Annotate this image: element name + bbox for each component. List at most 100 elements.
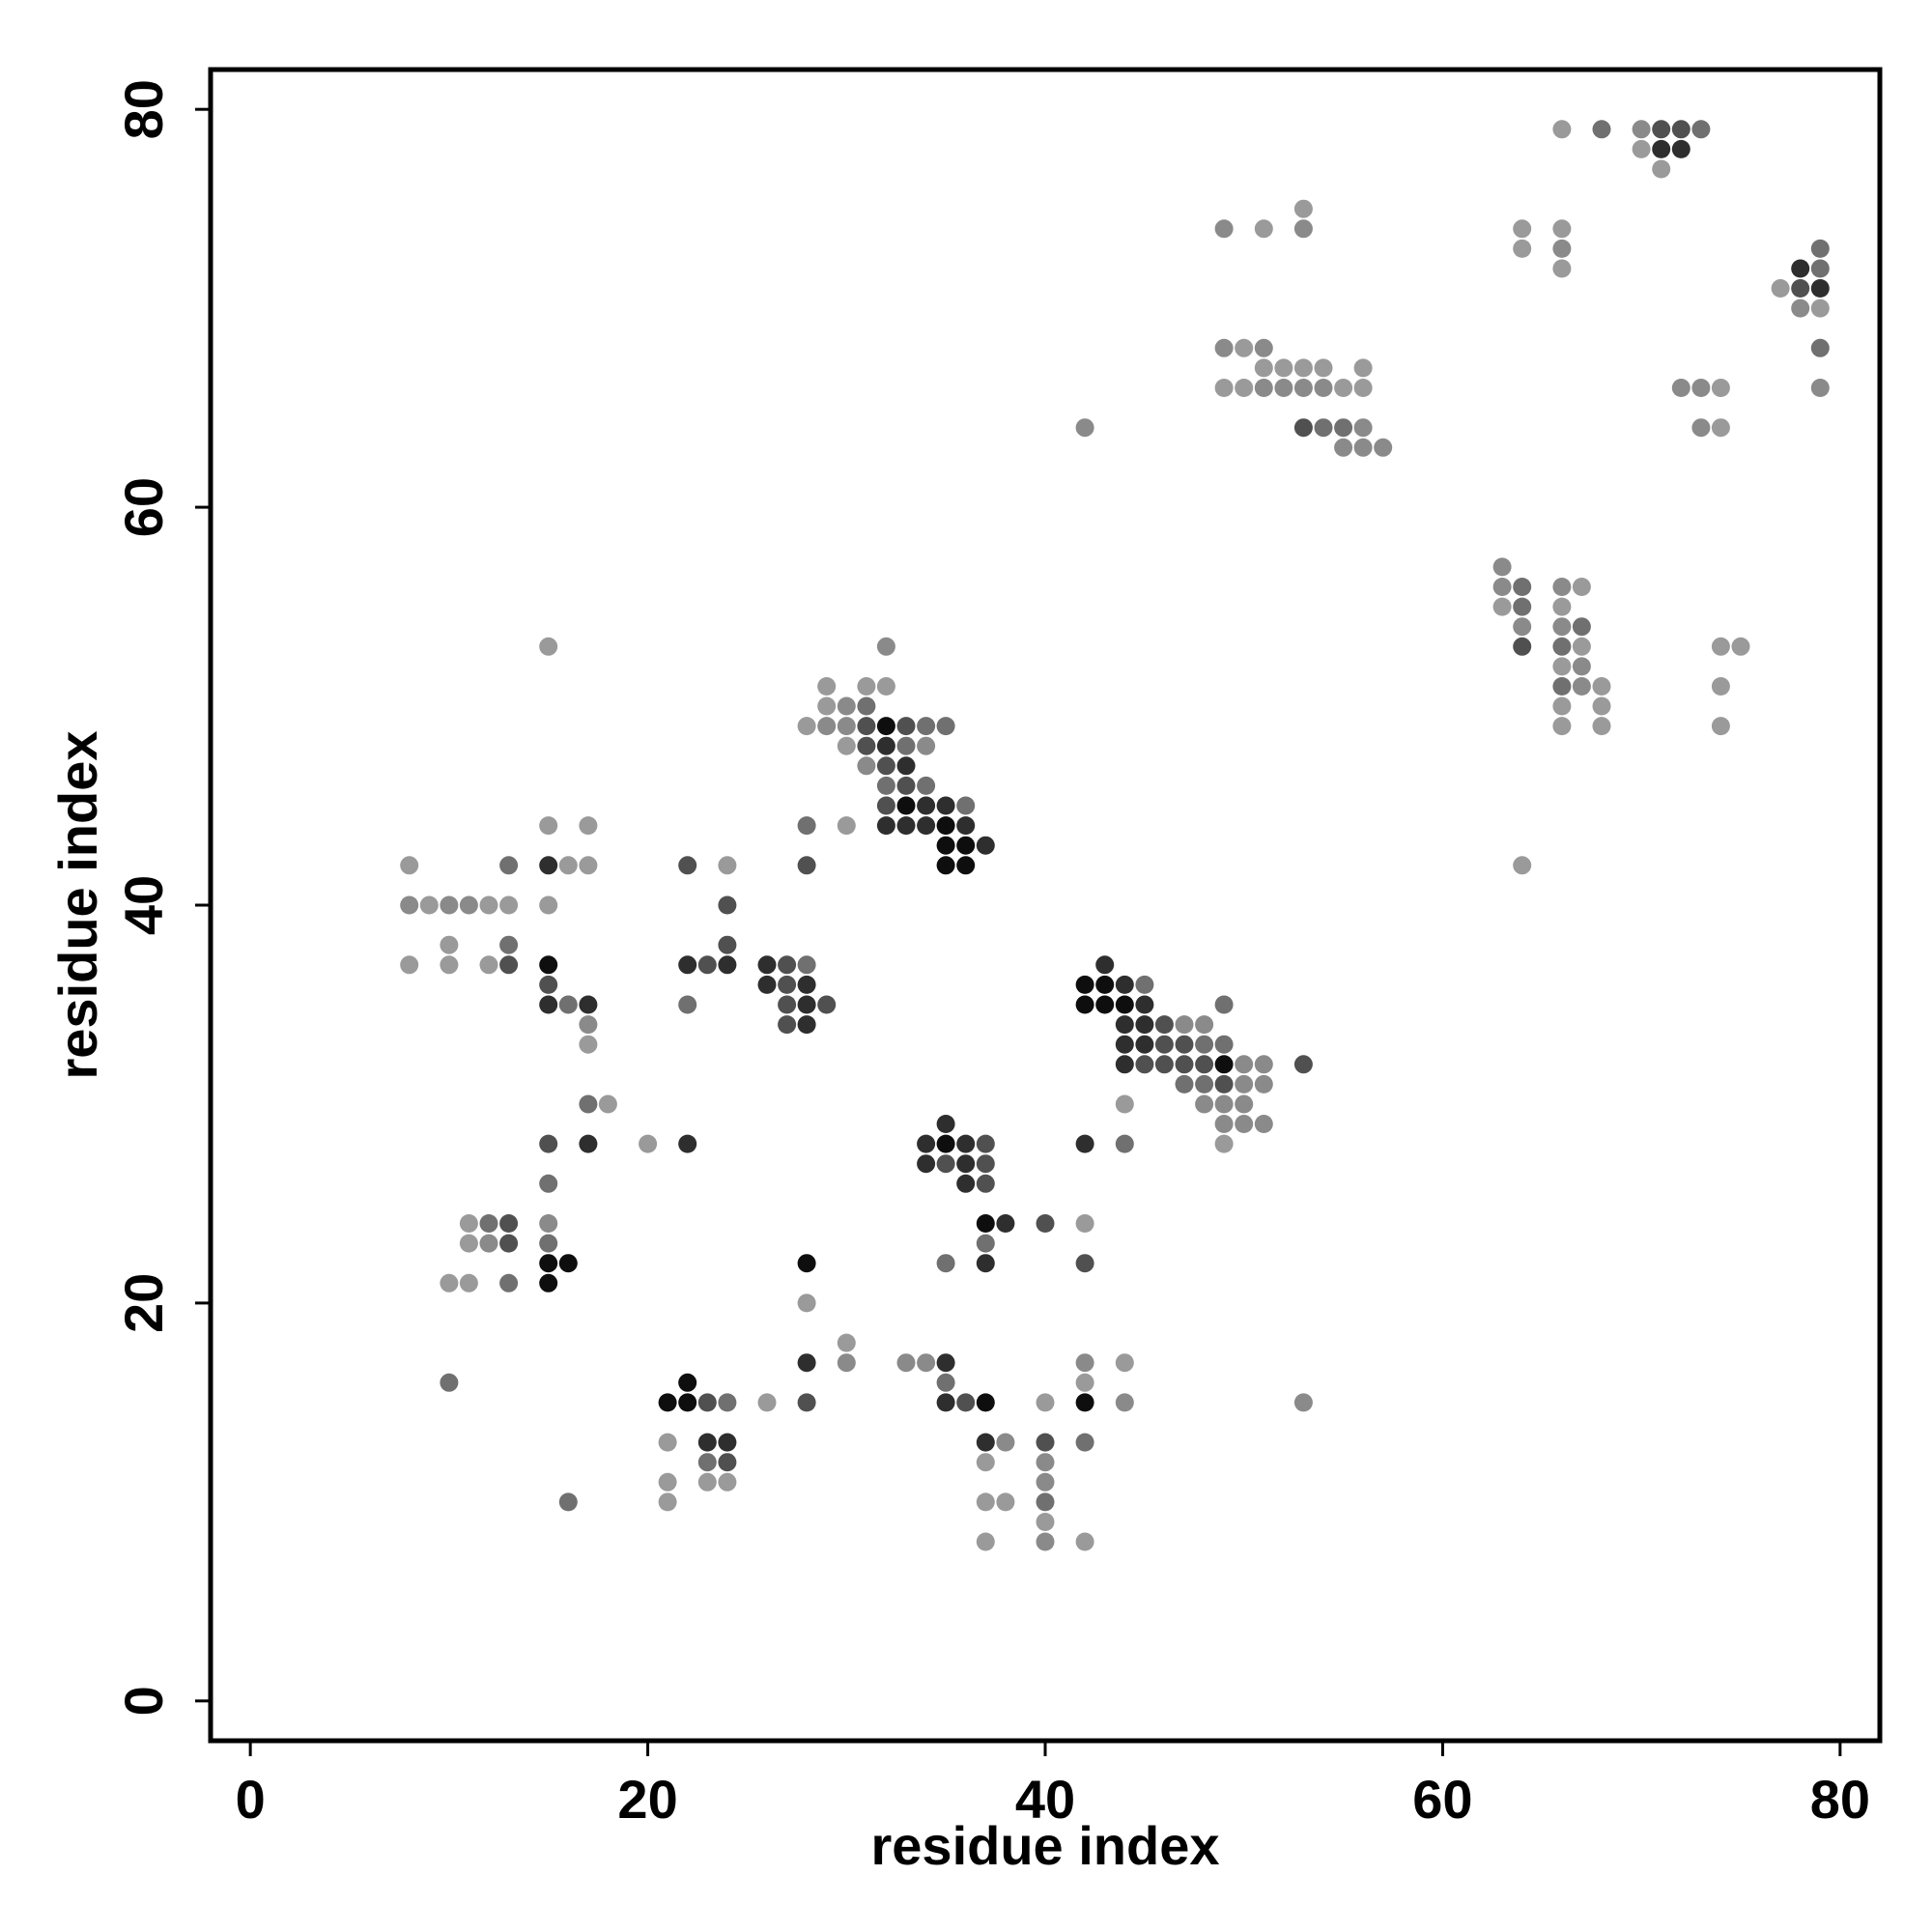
- contact-point: [639, 1134, 658, 1153]
- contact-point: [1513, 597, 1532, 616]
- contact-point: [1254, 379, 1273, 397]
- contact-point: [1214, 1134, 1234, 1153]
- contact-point: [896, 736, 916, 755]
- contact-point: [1115, 975, 1134, 994]
- contact-point: [1513, 219, 1532, 239]
- contact-point: [817, 717, 837, 736]
- y-tick-label: 60: [113, 477, 174, 537]
- contact-point: [1552, 657, 1572, 676]
- contact-point: [678, 995, 697, 1014]
- contact-point: [1552, 259, 1572, 278]
- contact-point: [1075, 975, 1094, 994]
- contact-point: [697, 1393, 717, 1412]
- contact-point: [1115, 1055, 1134, 1074]
- contact-point: [1095, 995, 1115, 1014]
- contact-point: [917, 1154, 936, 1174]
- x-tick-label: 60: [1412, 1769, 1472, 1830]
- contact-point: [579, 1094, 598, 1114]
- contact-point: [857, 696, 876, 716]
- contact-point: [996, 1433, 1015, 1452]
- contact-point: [1095, 955, 1115, 975]
- contact-point: [1791, 279, 1810, 298]
- contact-point: [1075, 1353, 1094, 1373]
- contact-point: [936, 816, 955, 836]
- contact-point: [1652, 159, 1671, 179]
- contact-point: [697, 1453, 717, 1472]
- contact-point: [876, 816, 895, 836]
- contact-point: [1075, 1532, 1094, 1551]
- contact-point: [1374, 438, 1393, 457]
- contact-point: [499, 935, 519, 954]
- contact-point: [558, 1492, 578, 1512]
- contact-point: [440, 895, 459, 915]
- contact-point: [1214, 995, 1234, 1014]
- contact-point: [1195, 1055, 1214, 1074]
- contact-point: [1334, 438, 1353, 457]
- contact-point: [1154, 1055, 1174, 1074]
- contact-point: [837, 696, 856, 716]
- contact-point: [1214, 338, 1234, 357]
- contact-point: [539, 637, 558, 656]
- contact-point: [539, 975, 558, 994]
- contact-point: [697, 1433, 717, 1452]
- contact-point: [976, 1393, 995, 1412]
- contact-point: [956, 1154, 976, 1174]
- contact-point: [1353, 379, 1373, 397]
- contact-point: [857, 736, 876, 755]
- x-tick-label: 20: [617, 1769, 677, 1830]
- x-tick-label: 80: [1810, 1769, 1870, 1830]
- contact-point: [876, 796, 895, 815]
- contact-point: [1293, 1393, 1313, 1412]
- contact-point: [1274, 358, 1293, 378]
- contact-point: [658, 1472, 677, 1492]
- contact-point: [1254, 219, 1273, 239]
- contact-point: [459, 895, 478, 915]
- contact-point: [817, 696, 837, 716]
- contact-point: [1513, 578, 1532, 596]
- contact-point: [1214, 379, 1234, 397]
- contact-point: [1293, 379, 1313, 397]
- contact-point: [598, 1094, 617, 1114]
- contact-point: [678, 1393, 697, 1412]
- contact-point: [697, 1472, 717, 1492]
- contact-point: [1075, 1134, 1094, 1153]
- contact-point: [797, 955, 816, 975]
- contact-point: [1075, 1214, 1094, 1233]
- contact-point: [539, 1174, 558, 1193]
- axes-layer: 0 20 40 60 80 0 20 40 60 80: [113, 79, 1870, 1830]
- contact-point: [917, 796, 936, 815]
- y-tick-label: 80: [113, 79, 174, 139]
- contact-point: [936, 1134, 955, 1153]
- contact-point: [678, 1373, 697, 1392]
- contact-point: [558, 995, 578, 1014]
- contact-point: [1731, 637, 1750, 656]
- contact-point: [837, 717, 856, 736]
- contact-point: [778, 955, 797, 975]
- contact-point: [1810, 259, 1830, 278]
- contact-point: [1552, 717, 1572, 736]
- contact-point: [976, 1532, 995, 1551]
- contact-point: [1552, 597, 1572, 616]
- contact-point: [1293, 358, 1313, 378]
- contact-point: [857, 717, 876, 736]
- contact-point: [1572, 657, 1591, 676]
- contact-point: [797, 1353, 816, 1373]
- contact-point: [876, 677, 895, 696]
- contact-point: [499, 1214, 519, 1233]
- contact-point: [857, 677, 876, 696]
- contact-point: [936, 856, 955, 875]
- contact-point: [1214, 1074, 1234, 1094]
- contact-point: [440, 1373, 459, 1392]
- contact-point: [1652, 139, 1671, 158]
- y-tick-label: 20: [113, 1273, 174, 1333]
- contact-point: [459, 1273, 478, 1293]
- contact-point: [419, 895, 439, 915]
- contact-point: [1235, 1055, 1254, 1074]
- points-layer: [400, 120, 1830, 1551]
- contact-point: [400, 955, 419, 975]
- contact-point: [479, 955, 498, 975]
- contact-point: [1214, 1035, 1234, 1054]
- contact-point: [936, 1115, 955, 1133]
- contact-point: [857, 756, 876, 776]
- x-axis-title: residue index: [870, 1815, 1219, 1876]
